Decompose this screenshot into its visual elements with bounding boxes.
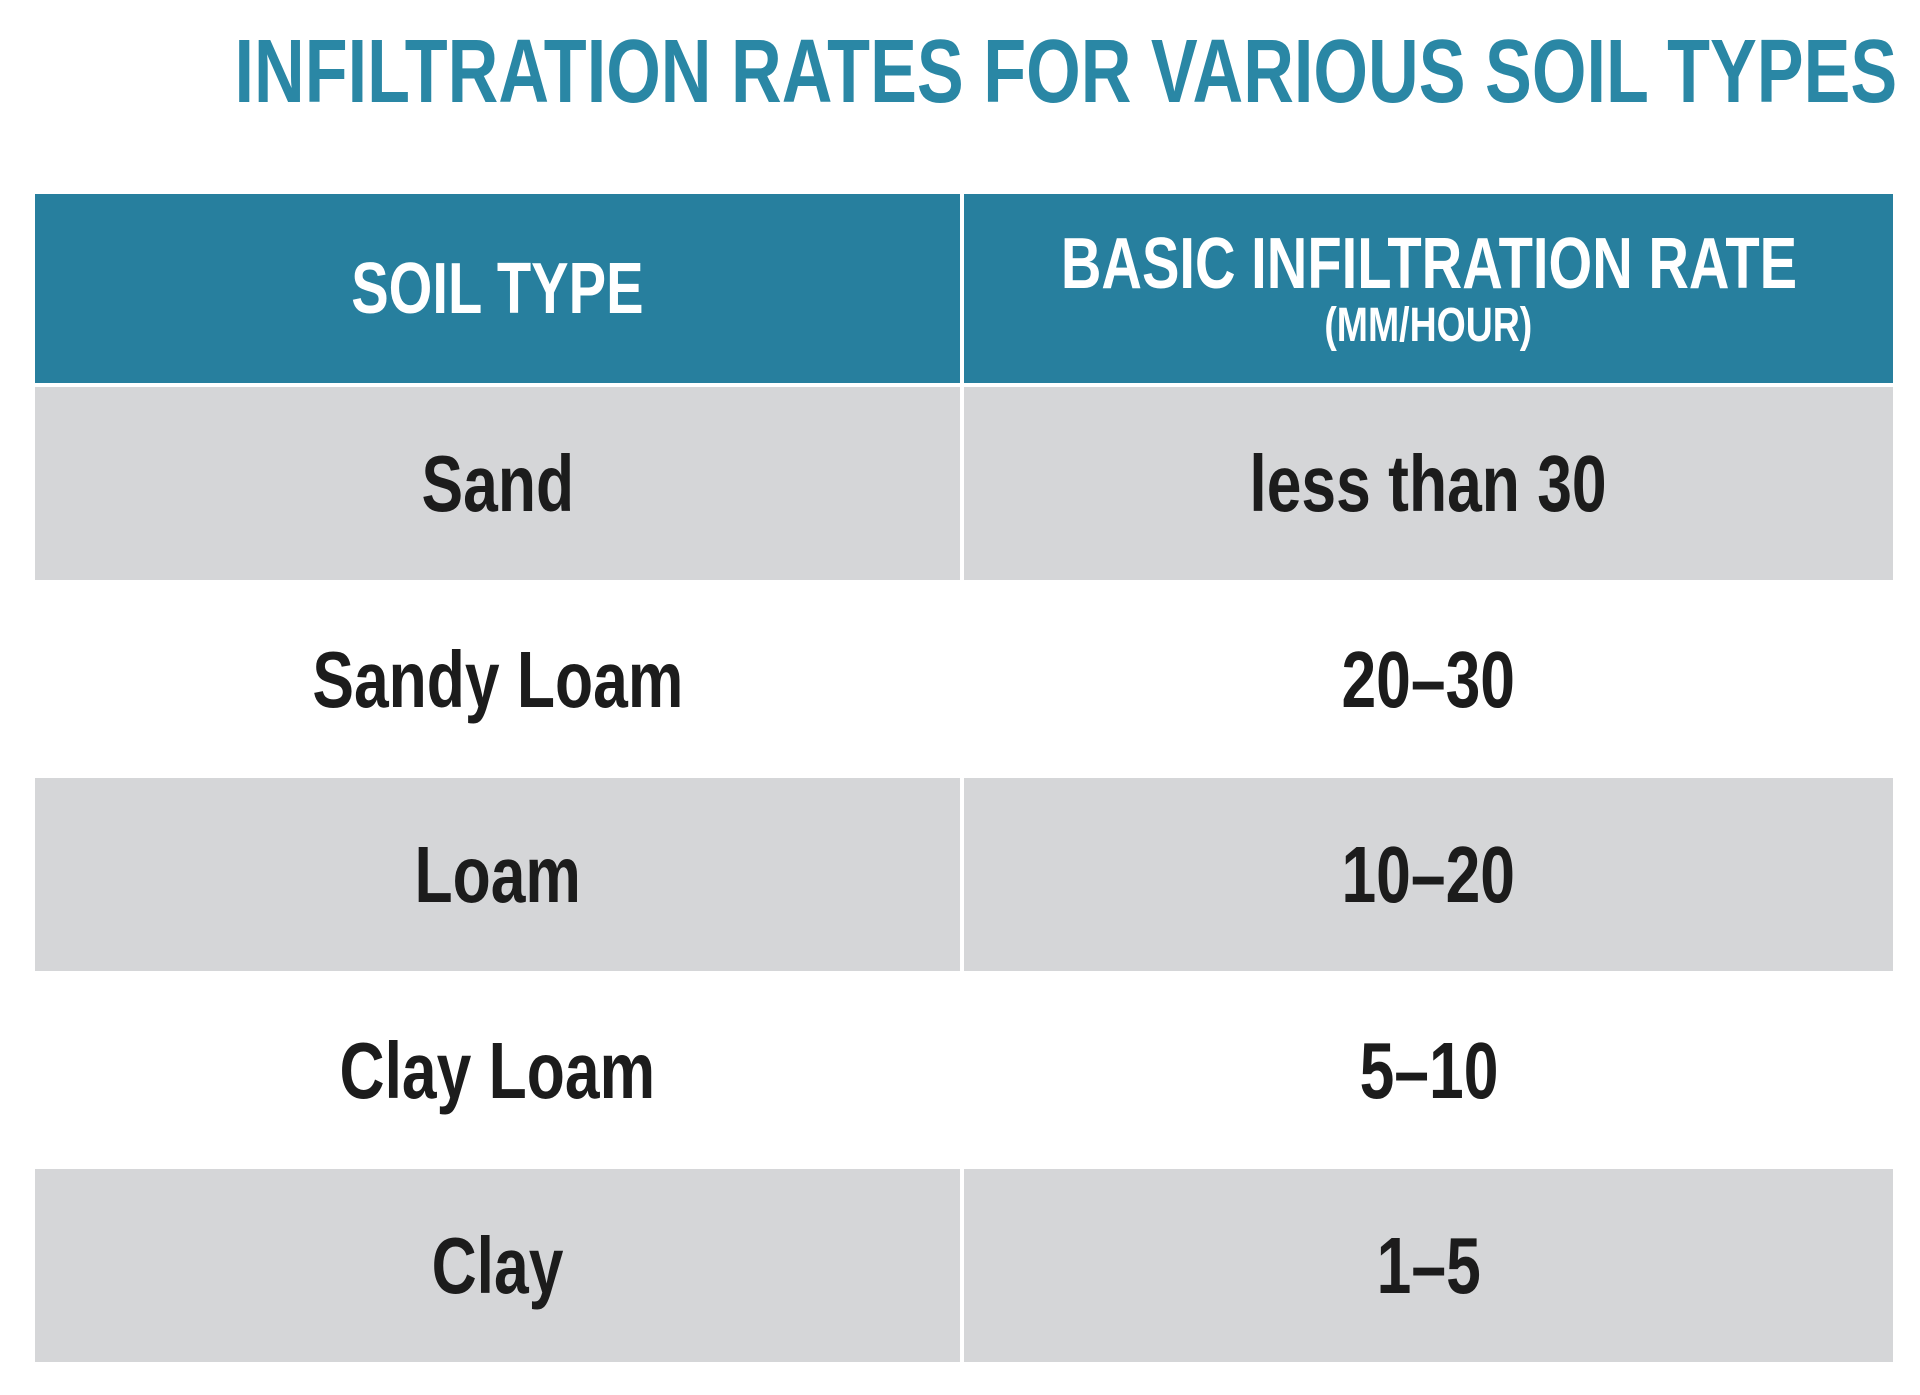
cell-text: Loam <box>414 829 581 919</box>
table-cell: Clay Loam <box>35 974 960 1167</box>
title-text: INFILTRATION RATES FOR VARIOUS SOIL TYPE… <box>234 22 1898 122</box>
header-text: BASIC INFILTRATION RATE <box>1060 223 1797 304</box>
cell-text: Clay Loam <box>339 1025 656 1115</box>
table-cell: 20–30 <box>964 583 1893 776</box>
cell-text: 5–10 <box>1359 1025 1498 1115</box>
table-cell: 10–20 <box>964 778 1893 971</box>
table-cell: Loam <box>35 778 960 971</box>
cell-text: 10–20 <box>1341 829 1516 919</box>
header-unit: (MM/HOUR) <box>1324 298 1533 352</box>
table-cell: 5–10 <box>964 974 1893 1167</box>
title: INFILTRATION RATES FOR VARIOUS SOIL TYPE… <box>0 22 1920 122</box>
header-text: SOIL TYPE <box>351 248 644 329</box>
table-cell: Clay <box>35 1169 960 1362</box>
table-cell: less than 30 <box>964 387 1893 580</box>
cell-text: Sandy Loam <box>311 634 684 724</box>
cell-text: 20–30 <box>1341 634 1516 724</box>
table-cell: Sandy Loam <box>35 583 960 776</box>
table-cell: 1–5 <box>964 1169 1893 1362</box>
cell-text: less than 30 <box>1249 438 1608 528</box>
header-cell: BASIC INFILTRATION RATE (MM/HOUR) <box>964 194 1893 383</box>
cell-text: 1–5 <box>1376 1220 1481 1310</box>
table-cell: Sand <box>35 387 960 580</box>
cell-text: Clay <box>431 1220 564 1310</box>
header-cell: SOIL TYPE <box>35 194 960 383</box>
cell-text: Sand <box>421 438 574 528</box>
